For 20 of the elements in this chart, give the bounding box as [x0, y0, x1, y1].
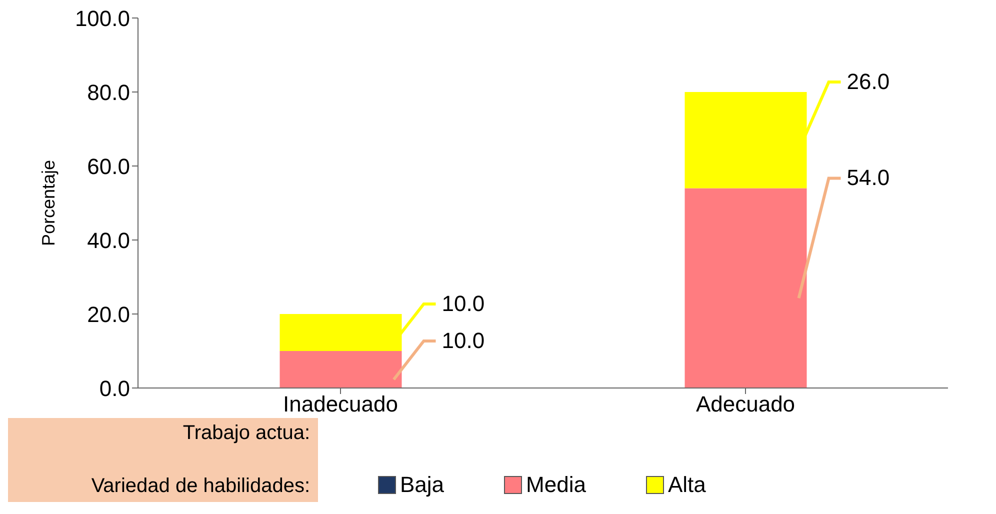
bar	[280, 351, 402, 388]
x-axis-title: Trabajo actua:	[182, 422, 310, 445]
y-tick-label: 40.0	[87, 228, 130, 253]
data-label: 26.0	[846, 69, 890, 94]
data-label: 10.0	[442, 291, 485, 316]
data-label: 10.0	[442, 328, 485, 353]
y-tick-label: 20.0	[87, 302, 130, 327]
legend-label: Alta	[666, 472, 706, 498]
legend-label: Media	[525, 472, 586, 498]
y-tick-label: 80.0	[87, 80, 130, 105]
legend-label: Baja	[399, 472, 444, 498]
y-tick-label: 0.0	[99, 376, 130, 401]
y-axis-title: Porcentaje	[38, 160, 58, 246]
y-tick-label: 60.0	[87, 154, 130, 179]
x-tick-label: Adecuado	[696, 392, 796, 417]
legend-title: Variedad de habilidades:	[90, 475, 310, 498]
x-tick-label: Inadecuado	[283, 392, 398, 417]
y-tick-label: 100.0	[74, 6, 130, 31]
bar	[684, 188, 807, 388]
data-label: 54.0	[846, 165, 890, 190]
